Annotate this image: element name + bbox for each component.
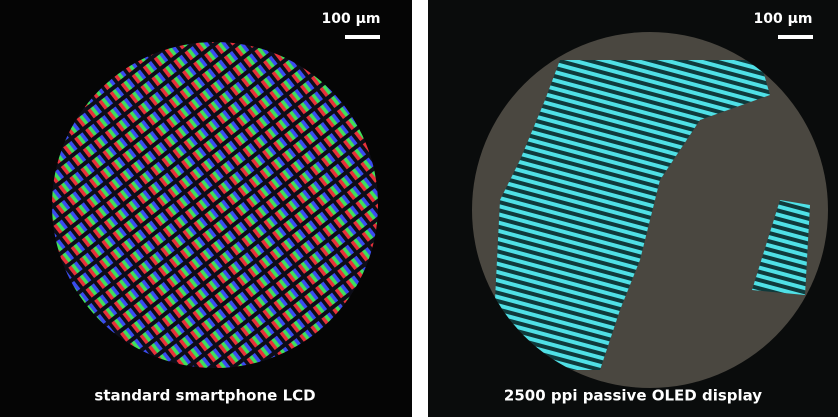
scale-bar [778,35,813,39]
scale-bar-label: 100 µm [754,11,813,27]
oled-region [752,200,810,295]
lcd-subpixels [52,42,378,368]
scale-bar [345,35,380,39]
caption: standard smartphone LCD [94,387,315,405]
oled-stripes [495,60,810,370]
right-panel: 100 µm 2500 ppi passive OLED display [428,0,838,417]
oled-region [495,60,770,370]
scale-bar-label: 100 µm [322,11,381,27]
caption: 2500 ppi passive OLED display [504,387,762,405]
left-panel: 100 µm standard smartphone LCD [0,0,412,417]
